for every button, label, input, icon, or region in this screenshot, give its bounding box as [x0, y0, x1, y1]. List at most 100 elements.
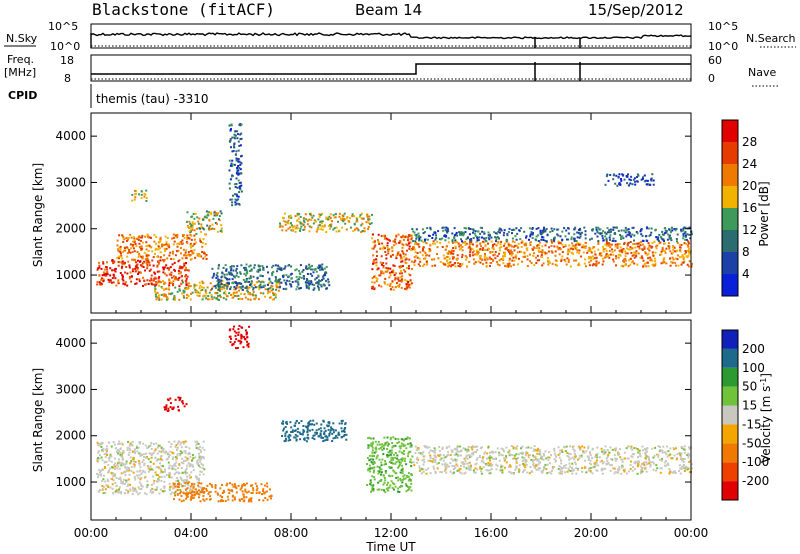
nsearch-tick-top: 10^5: [708, 20, 738, 33]
power-echo-4: [310, 268, 313, 271]
power-echo-2: [190, 228, 193, 231]
velocity-echo-2: [214, 484, 217, 487]
power-echo-9: [131, 199, 134, 202]
velocity-echo-6: [570, 466, 573, 469]
power-echo-10: [239, 124, 242, 127]
power-echo-6: [371, 247, 374, 250]
velocity-echo-6: [480, 460, 483, 463]
velocity-echo-0: [144, 444, 147, 447]
velocity-echo-5: [232, 328, 235, 331]
power-echo-5: [317, 218, 320, 221]
power-echo-8: [525, 235, 528, 238]
velocity-echo-1: [165, 404, 168, 407]
power-echo-1: [185, 257, 188, 260]
power-echo-7: [651, 251, 654, 254]
power-echo-7: [630, 251, 633, 254]
power-echo-7: [520, 241, 523, 244]
power-echo-7: [647, 246, 650, 249]
velocity-echo-6: [540, 457, 543, 460]
power-echo-7: [464, 244, 467, 247]
velocity-echo-6: [647, 455, 650, 458]
power-echo-7: [638, 241, 641, 244]
power-echo-4: [219, 283, 221, 286]
power-echo-4: [282, 276, 285, 279]
power-echo-7: [663, 257, 666, 260]
power-echo-7: [500, 246, 503, 248]
power-echo-7: [572, 252, 575, 255]
power-echo-3: [174, 297, 176, 300]
power-echo-5: [351, 213, 354, 216]
velocity-echo-2: [203, 491, 205, 494]
velocity-echo-2: [205, 487, 208, 490]
velocity-echo-3: [322, 420, 325, 423]
power-echo-11: [623, 178, 626, 181]
velocity-echo-6: [470, 446, 473, 449]
power-echo-4: [220, 279, 223, 282]
power-echo-6: [389, 267, 392, 270]
velocity-echo-3: [298, 422, 301, 425]
power-echo-0: [113, 260, 115, 263]
velocity-echo-0: [196, 460, 198, 463]
power-echo-8: [460, 238, 463, 241]
power-echo-1: [139, 247, 142, 250]
velocity-echo-0: [199, 450, 202, 453]
power-echo-0: [96, 268, 99, 271]
power-echo-3: [266, 292, 269, 295]
power-echo-5: [299, 227, 302, 230]
power-echo-4: [228, 282, 230, 285]
velocity-echo-3: [341, 422, 343, 425]
velocity-echo-3: [311, 428, 314, 431]
velocity-echo-6: [530, 470, 533, 473]
power-echo-10: [233, 136, 236, 139]
power-echo-7: [652, 264, 655, 267]
velocity-echo-6: [645, 454, 648, 457]
power-echo-3: [215, 284, 218, 287]
velocity-echo-0: [149, 465, 152, 468]
velocity-echo-0: [101, 480, 104, 482]
velocity-echo-0: [116, 448, 119, 451]
power-echo-5: [320, 220, 323, 223]
nsky-label: N.Sky: [6, 32, 38, 45]
power-echo-1: [172, 236, 175, 239]
velocity-echo-2: [196, 490, 199, 493]
power-echo-3: [193, 283, 196, 286]
power-echo-2: [213, 211, 216, 214]
velocity-echo-0: [136, 445, 139, 448]
velocity-echo-6: [532, 454, 534, 457]
velocity-echo-0: [171, 491, 174, 494]
power-echo-7: [624, 250, 627, 253]
power-echo-7: [593, 257, 596, 260]
power-echo-7: [557, 248, 560, 251]
velocity-echo-0: [118, 488, 121, 491]
power-echo-5: [291, 224, 293, 227]
power-echo-8: [628, 233, 630, 236]
velocity-echo-0: [122, 462, 125, 465]
power-echo-6: [393, 265, 396, 267]
velocity-echo-6: [553, 452, 556, 455]
power-echo-7: [607, 242, 610, 245]
power-echo-5: [366, 215, 369, 218]
power-echo-0: [150, 282, 153, 285]
power-echo-5: [281, 229, 284, 232]
velocity-echo-2: [219, 487, 222, 490]
velocity-echo-6: [524, 459, 527, 461]
velocity-echo-0: [198, 479, 200, 482]
power-echo-11: [618, 173, 621, 176]
power-echo-7: [672, 246, 674, 249]
power-echo-4: [245, 280, 248, 283]
power-echo-8: [690, 233, 693, 236]
power-echo-7: [514, 256, 517, 259]
power-echo-7: [576, 251, 579, 254]
velocity-echo-6: [545, 457, 548, 460]
velocity-echo-6: [636, 461, 639, 464]
velocity-echo-6: [452, 468, 455, 471]
power-echo-6: [407, 285, 410, 288]
power-echo-3: [201, 281, 204, 284]
velocity-echo-6: [672, 471, 675, 474]
power-echo-2: [208, 228, 211, 231]
power-echo-10: [229, 198, 232, 201]
power-echo-8: [467, 227, 470, 230]
power-echo-8: [415, 237, 418, 240]
velocity-echo-3: [300, 420, 303, 423]
power-echo-5: [321, 228, 324, 231]
